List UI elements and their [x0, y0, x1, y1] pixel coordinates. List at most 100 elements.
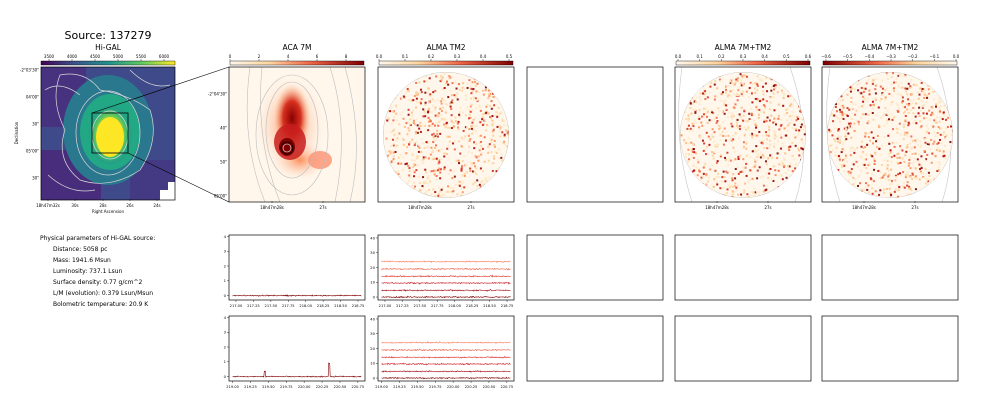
alma7mtm2-colorbar — [675, 60, 811, 66]
colorbar-tick-label: 0.0 — [376, 54, 383, 59]
colorbar-tick-label: 0.4 — [480, 54, 487, 59]
y-tick-label: 30 — [370, 331, 375, 336]
alma7mtm2-neg-panel: ALMA 7M+TM2 −0.6 −0.5 −0.4 −0.3 −0.2 −0.1 0.0 … — [821, 43, 959, 210]
x-tick-label: 219.50 — [262, 385, 275, 389]
param-line: Bolometric temperature: 20.9 K — [53, 301, 149, 308]
spectrum-line — [381, 376, 511, 380]
x-tick-label: 220.25 — [316, 385, 329, 389]
colorbar-tick-label: −0.1 — [929, 54, 939, 59]
x-tick-label: 220.75 — [501, 385, 514, 389]
colorbar-tick-label: −0.2 — [908, 54, 918, 59]
higal-xticks: 18h47m32s 30s 28s 26s 24s — [36, 199, 161, 208]
x-tick-label: 217.75 — [282, 304, 295, 308]
axis-tick-label: 18h47m28s — [260, 205, 284, 210]
axis-tick-label: 24s — [153, 203, 160, 208]
param-line: Luminosity: 737.1 Lsun — [53, 268, 123, 275]
colorbar-tick-label: 0.3 — [454, 54, 461, 59]
spectrum-line — [381, 348, 511, 352]
y-tick-label: 30 — [370, 250, 375, 255]
y-tick-label: 4 — [224, 234, 227, 239]
param-line: Distance: 5058 pc — [53, 246, 107, 253]
zoom-line-bottom — [127, 152, 230, 203]
almatm2-title: ALMA TM2 — [426, 43, 465, 52]
y-tick-label: 20 — [370, 265, 375, 270]
empty-spectrum-panel — [526, 234, 664, 301]
higal-xlabel: Right Ascension — [92, 209, 124, 214]
almatm2-panel: ALMA TM2 0.0 0.1 0.2 0.3 0.4 0.5 18h47m28s 27s — [376, 43, 515, 210]
colorbar-tick-label: 0 — [229, 54, 232, 59]
alma7mtm2-title: ALMA 7M+TM2 — [715, 43, 772, 52]
colorbar-tick-label: 3500 — [44, 54, 55, 59]
spectrum-line — [381, 356, 511, 359]
x-tick-label: 220.00 — [298, 385, 311, 389]
y-tick-label: 20 — [370, 346, 375, 351]
axis-tick-label: 27s — [911, 205, 918, 210]
x-tick-label: 219.25 — [244, 385, 257, 389]
tm2-spectrum-1-plot: 217.00 217.25 217.50 217.75 218.00 218.25 218.… — [370, 234, 515, 308]
y-tick-label: 10 — [370, 280, 375, 285]
y-tick-label: 40 — [370, 316, 375, 321]
axis-tick-label: 26s — [126, 203, 133, 208]
y-tick-label: 0 — [373, 375, 376, 380]
colorbar-tick-label: 4000 — [67, 54, 78, 59]
colorbar-tick-label: 0.2 — [428, 54, 435, 59]
y-tick-label: 1 — [224, 359, 227, 364]
spectrum-frame — [228, 234, 366, 301]
x-tick-label: 217.25 — [247, 304, 260, 308]
x-tick-label: 217.00 — [230, 304, 243, 308]
colorbar-tick-label: 5000 — [113, 54, 124, 59]
empty-spectrum-panel — [674, 234, 812, 301]
alma7mtm2-colorbar-ticks: 0.0 0.1 0.2 0.3 0.4 0.5 0.6 — [675, 54, 812, 61]
colorbar-tick-label: 4 — [287, 54, 290, 59]
spectrum-line — [381, 341, 511, 344]
y-tick-label: 0 — [373, 294, 376, 299]
x-tick-label: 218.75 — [501, 304, 514, 308]
almatm2-colorbar-ticks: 0.0 0.1 0.2 0.3 0.4 0.5 — [376, 54, 513, 61]
y-tick-label: 0 — [224, 293, 227, 298]
colorbar-tick-label: 8 — [345, 54, 348, 59]
axis-tick-label: 18h47m32s — [36, 203, 60, 208]
colorbar-tick-label: 0.5 — [506, 54, 513, 59]
colorbar-tick-label: 6 — [316, 54, 319, 59]
aca7m-panel: ACA 7M 0 2 4 6 8 18h47m28s 27s -2°04'30" 4 0 — [208, 43, 366, 210]
higal-yticks: -2°03'30" 04'00" 30" 05'00" 30" — [20, 68, 39, 181]
alma7mtm2-xticks: 18h47m28s 27s — [705, 201, 772, 210]
colorbar-tick-label: −0.4 — [864, 54, 874, 59]
y-tick-label: 3 — [224, 330, 227, 335]
empty-spectrum-panel — [821, 234, 959, 301]
aca7m-colorbar — [229, 60, 365, 66]
x-tick-label: 220.25 — [465, 385, 478, 389]
tm2-spectrum-2-plot: 219.00 219.25 219.50 219.75 220.00 220.25 220.… — [370, 315, 515, 389]
x-tick-label: 219.00 — [226, 385, 239, 389]
axis-tick-label: 30s — [71, 203, 78, 208]
spectrum-line — [381, 362, 511, 366]
y-tick-label: 40 — [370, 235, 375, 240]
aca7m-xticks: 18h47m28s 27s — [260, 201, 327, 210]
axis-tick-label: -2°04'30" — [208, 92, 227, 97]
aca7m-yticks: -2°04'30" 40" 50" 05'00" — [208, 92, 227, 199]
spectrum-line — [381, 274, 511, 278]
colorbar-tick-label: 0.5 — [783, 54, 790, 59]
axis-tick-label: 05'00" — [214, 194, 227, 199]
x-tick-label: 218.00 — [299, 304, 312, 308]
empty-map-panel — [526, 66, 664, 203]
axis-tick-label: -2°03'30" — [20, 68, 39, 73]
aca7m-image — [229, 66, 365, 203]
colorbar-tick-label: 0.1 — [402, 54, 409, 59]
alma7mtm2-neg-colorbar — [822, 60, 958, 66]
spectrum-line — [232, 294, 362, 297]
axis-tick-label: 40" — [220, 126, 227, 131]
higal-panel: Hi-GAL 3500 4000 4500 5000 5500 6000 — [14, 43, 176, 214]
colorbar-tick-label: −0.6 — [821, 54, 831, 59]
x-tick-label: 218.25 — [317, 304, 330, 308]
colorbar-tick-label: 4500 — [90, 54, 101, 59]
spectrum-line — [381, 260, 511, 264]
almatm2-noise-map — [383, 72, 509, 198]
y-tick-label: 10 — [370, 361, 375, 366]
x-tick-label: 217.75 — [431, 304, 444, 308]
x-tick-label: 220.75 — [352, 385, 365, 389]
y-tick-label: 0 — [224, 374, 227, 379]
colorbar-tick-label: 0.2 — [718, 54, 725, 59]
spectrum-line — [232, 362, 362, 378]
spectrum-line — [381, 288, 511, 292]
